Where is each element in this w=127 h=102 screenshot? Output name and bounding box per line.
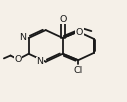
Text: N: N xyxy=(19,33,26,43)
Text: N: N xyxy=(36,57,43,66)
Text: Cl: Cl xyxy=(74,66,83,75)
Text: O: O xyxy=(76,28,83,37)
Text: O: O xyxy=(59,15,66,24)
Text: O: O xyxy=(14,55,22,64)
